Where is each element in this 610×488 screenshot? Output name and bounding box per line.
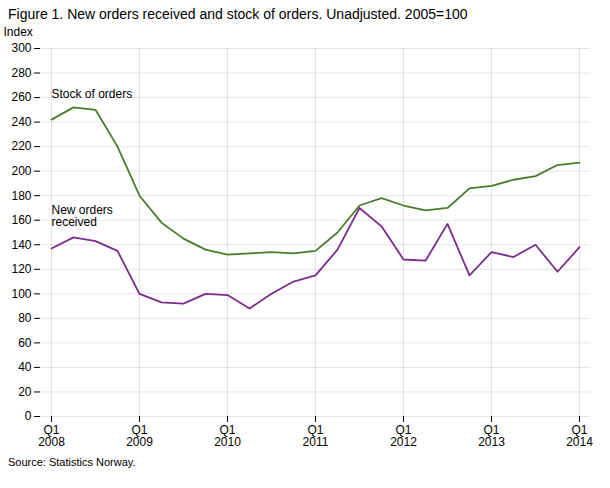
svg-text:Q12011: Q12011	[303, 423, 329, 449]
svg-text:Stock of orders: Stock of orders	[52, 87, 133, 101]
svg-text:120: 120	[11, 262, 31, 276]
svg-text:80: 80	[18, 311, 32, 325]
svg-text:Q12014: Q12014	[566, 423, 593, 449]
svg-text:Q12010: Q12010	[214, 423, 241, 449]
html-text:Source: Statistics Norway.: Source: Statistics Norway.	[8, 456, 136, 468]
svg-text:Q12009: Q12009	[126, 423, 153, 449]
svg-text:260: 260	[11, 90, 31, 104]
html-text:Figure 1. New orders received: Figure 1. New orders received and stock …	[8, 6, 468, 22]
svg-text:240: 240	[11, 115, 31, 129]
svg-text:20: 20	[18, 385, 32, 399]
svg-text:60: 60	[18, 336, 32, 350]
svg-text:New ordersreceived: New ordersreceived	[52, 203, 113, 229]
svg-text:220: 220	[11, 139, 31, 153]
svg-text:280: 280	[11, 66, 31, 80]
svg-text:160: 160	[11, 213, 31, 227]
svg-text:0: 0	[25, 409, 32, 423]
svg-text:180: 180	[11, 189, 31, 203]
svg-text:140: 140	[11, 238, 31, 252]
svg-text:Q12012: Q12012	[390, 423, 417, 449]
svg-text:300: 300	[11, 41, 31, 55]
svg-text:100: 100	[11, 287, 31, 301]
svg-text:Index: Index	[4, 25, 33, 39]
svg-text:40: 40	[18, 360, 32, 374]
svg-text:Q12013: Q12013	[478, 423, 505, 449]
svg-text:200: 200	[11, 164, 31, 178]
svg-text:Q12008: Q12008	[38, 423, 65, 449]
